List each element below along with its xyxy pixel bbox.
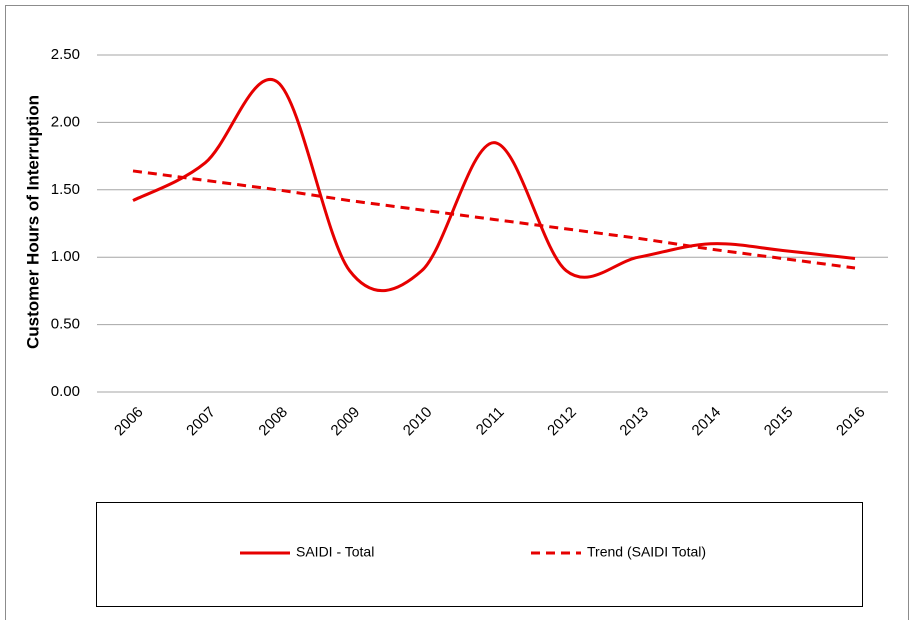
- y-tick-label: 0.00: [51, 383, 80, 400]
- legend-label: Trend (SAIDI Total): [587, 544, 706, 560]
- y-axis-label: Customer Hours of Interruption: [23, 95, 42, 349]
- x-tick-label: 2014: [689, 404, 725, 440]
- x-tick-label: 2007: [183, 404, 219, 440]
- series-line: [132, 77, 856, 292]
- x-tick-label: 2010: [400, 404, 436, 440]
- series-line: [132, 169, 856, 270]
- x-tick-label: 2008: [255, 404, 291, 440]
- y-tick-label: 1.00: [51, 248, 80, 265]
- x-tick-label: 2011: [473, 404, 508, 439]
- y-tick-label: 1.50: [51, 181, 80, 198]
- y-tick-label: 0.50: [51, 316, 80, 333]
- x-tick-label: 2016: [833, 404, 869, 440]
- x-tick-label: 2009: [328, 404, 364, 440]
- y-tick-label: 2.50: [51, 46, 80, 63]
- x-tick-label: 2013: [616, 404, 652, 440]
- chart-border: [5, 5, 909, 620]
- legend-box: [96, 502, 863, 607]
- x-tick-label: 2015: [761, 404, 797, 440]
- y-tick-label: 2.00: [51, 113, 80, 130]
- x-tick-label: 2012: [544, 404, 580, 440]
- legend-label: SAIDI - Total: [296, 544, 374, 560]
- x-tick-label: 2006: [111, 404, 147, 440]
